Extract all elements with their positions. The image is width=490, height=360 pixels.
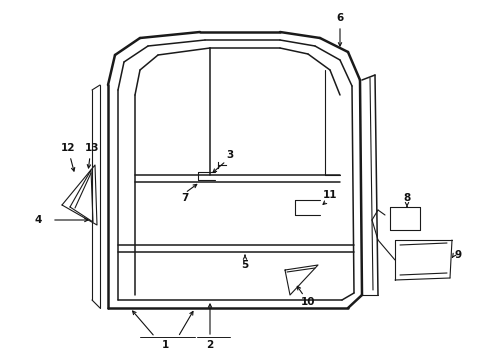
Text: 8: 8 [403,193,411,203]
Text: 11: 11 [323,190,337,200]
Text: 9: 9 [454,250,462,260]
Text: 6: 6 [336,13,343,23]
Text: 12: 12 [61,143,75,153]
Text: 10: 10 [301,297,315,307]
Text: 1: 1 [161,340,169,350]
Text: 4: 4 [34,215,42,225]
Text: 5: 5 [242,260,248,270]
Text: 13: 13 [85,143,99,153]
Text: 7: 7 [181,193,189,203]
Text: 2: 2 [206,340,214,350]
Text: 3: 3 [226,150,234,160]
